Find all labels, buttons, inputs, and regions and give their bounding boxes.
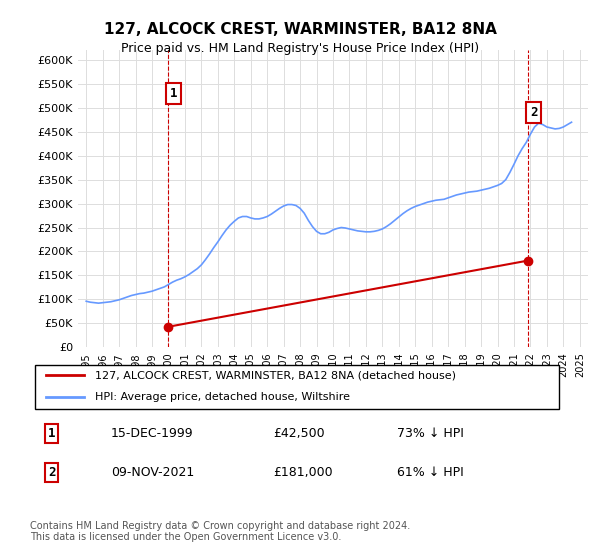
Text: HPI: Average price, detached house, Wiltshire: HPI: Average price, detached house, Wilt… (95, 393, 350, 403)
Text: Price paid vs. HM Land Registry's House Price Index (HPI): Price paid vs. HM Land Registry's House … (121, 42, 479, 55)
Text: 61% ↓ HPI: 61% ↓ HPI (397, 466, 464, 479)
Text: 127, ALCOCK CREST, WARMINSTER, BA12 8NA: 127, ALCOCK CREST, WARMINSTER, BA12 8NA (104, 22, 496, 38)
Text: Contains HM Land Registry data © Crown copyright and database right 2024.
This d: Contains HM Land Registry data © Crown c… (30, 521, 410, 543)
Text: 15-DEC-1999: 15-DEC-1999 (111, 427, 194, 440)
FancyBboxPatch shape (35, 365, 559, 409)
Text: 2: 2 (48, 466, 55, 479)
Text: £181,000: £181,000 (273, 466, 332, 479)
Text: £42,500: £42,500 (273, 427, 325, 440)
Text: 73% ↓ HPI: 73% ↓ HPI (397, 427, 464, 440)
Text: 09-NOV-2021: 09-NOV-2021 (111, 466, 194, 479)
Text: 1: 1 (48, 427, 55, 440)
Text: 2: 2 (530, 106, 538, 119)
Text: 127, ALCOCK CREST, WARMINSTER, BA12 8NA (detached house): 127, ALCOCK CREST, WARMINSTER, BA12 8NA … (95, 370, 456, 380)
Text: 1: 1 (170, 87, 177, 100)
